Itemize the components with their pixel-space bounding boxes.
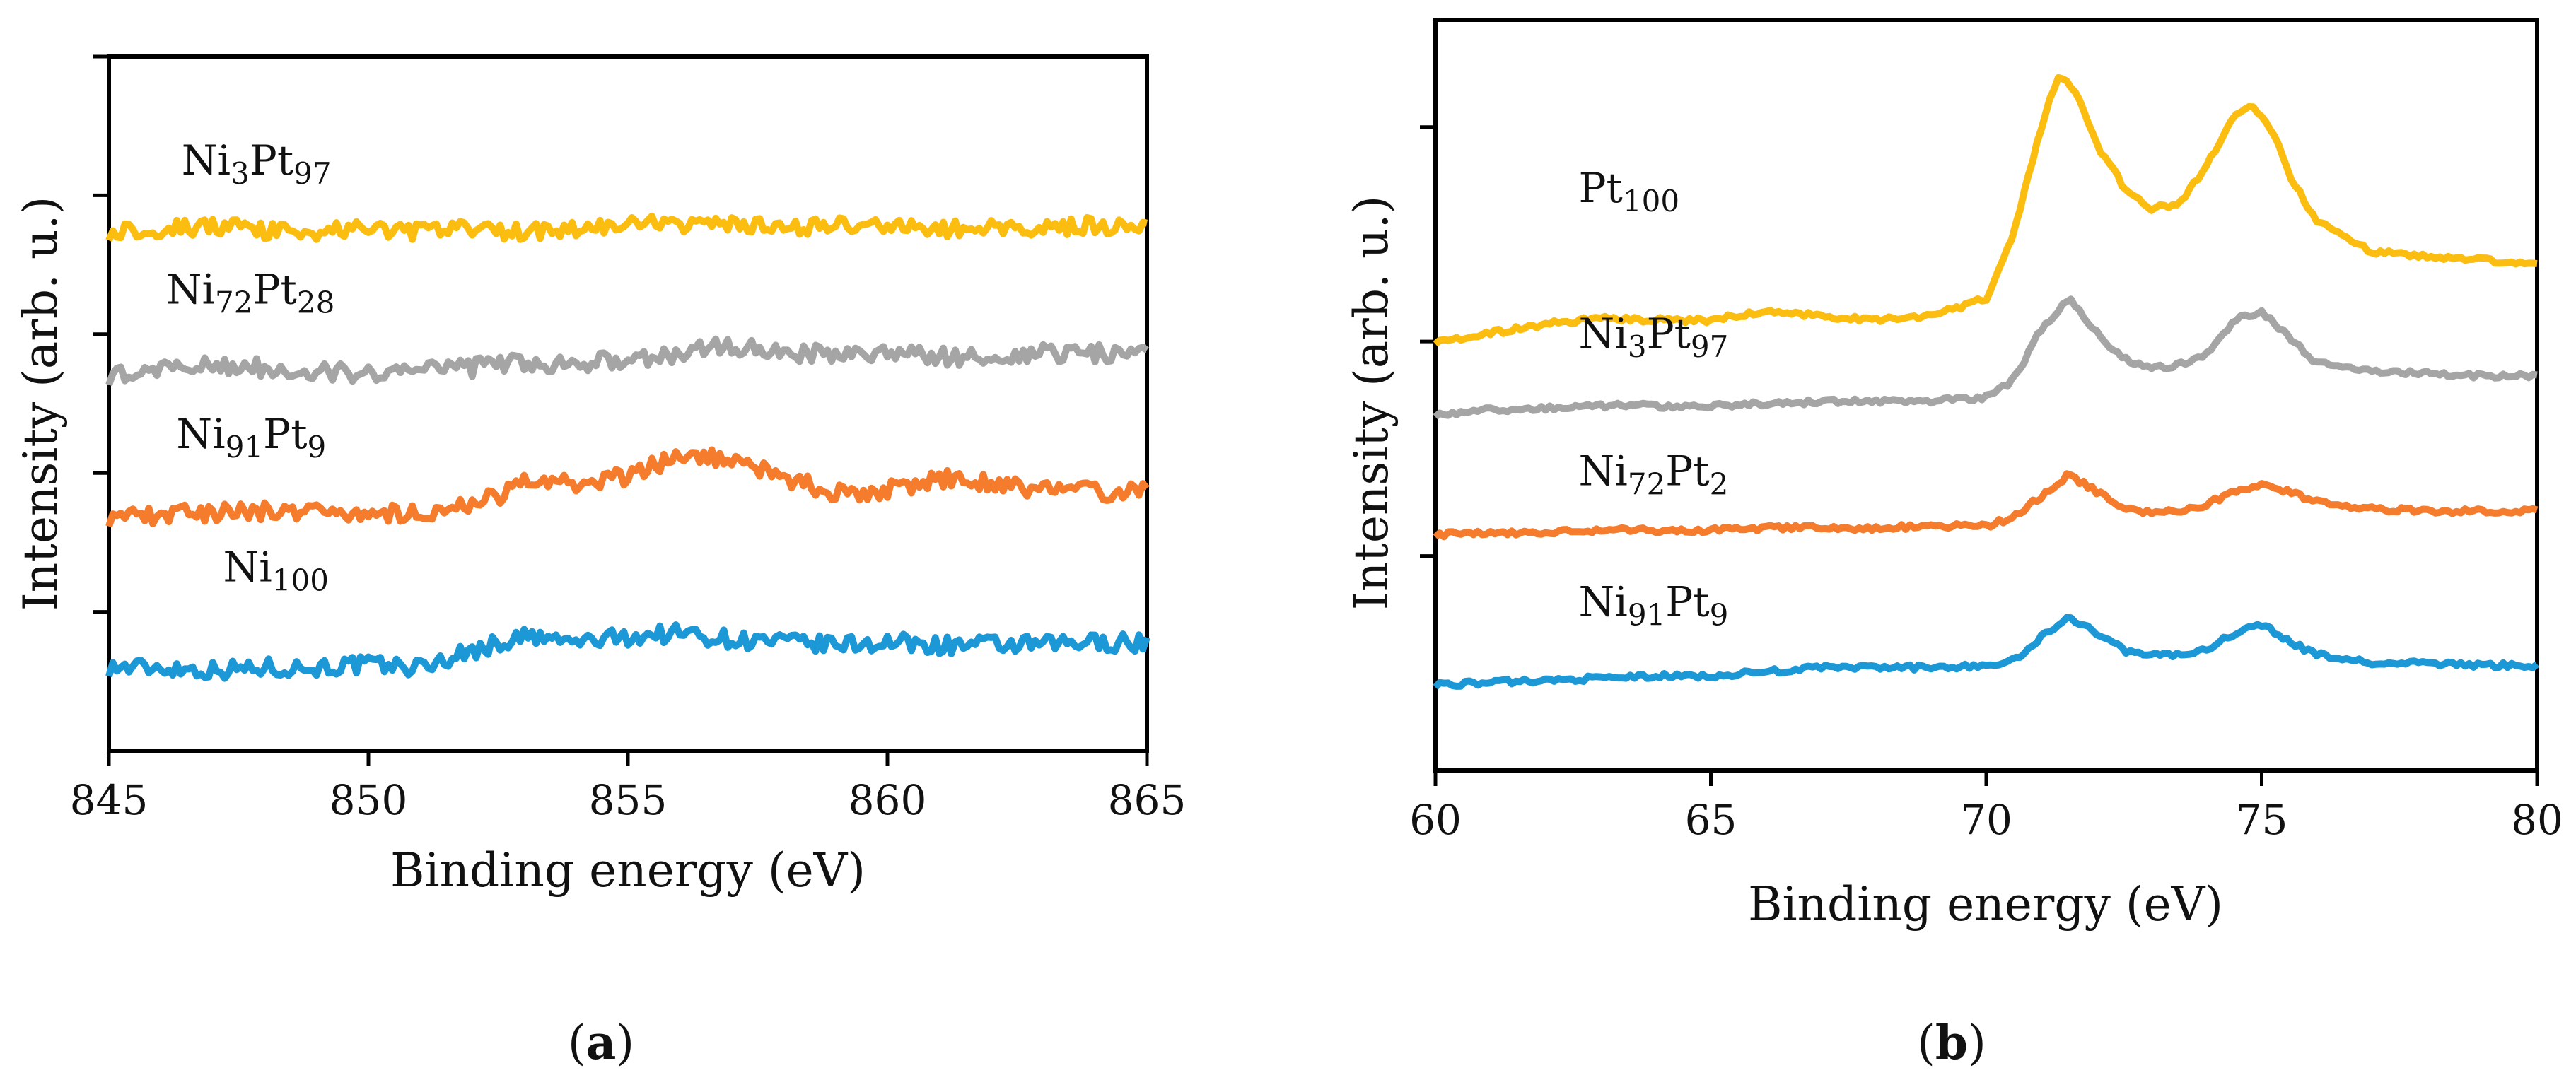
panel-b-series-Ni91Pt9 — [1433, 614, 2540, 690]
panel-b-series-Ni72Pt2 — [1433, 470, 2539, 541]
panel-a-series-Ni3Pt97 — [105, 212, 1148, 243]
panel-b-x-tick-label: 80 — [2511, 796, 2563, 844]
panel-a-label-Ni100: Ni100 — [223, 543, 328, 597]
panel-a-x-tick-label: 865 — [1108, 776, 1187, 824]
panel-a-caption-open: ( — [568, 1016, 586, 1070]
panel-a-x-tick-label: 850 — [330, 776, 408, 824]
panel-a-caption-letter: a — [586, 1015, 617, 1070]
panel-b-x-tick-label: 65 — [1685, 796, 1737, 844]
panel-b-label-Pt100: Pt100 — [1579, 164, 1680, 218]
panel-a-x-axis-title: Binding energy (eV) — [390, 843, 866, 898]
panel-b-caption: (b) — [1917, 1015, 1986, 1070]
panel-b-chart: 60 65 70 75 80 Ni91Pt9 Ni72Pt2 Ni3Pt97 Pt100 Bi… — [1344, 18, 2563, 1070]
panel-a-label-Ni72Pt28: Ni72Pt28 — [166, 266, 335, 320]
panel-b-x-tick-label: 70 — [1960, 796, 2012, 844]
panel-b-x-axis-title: Binding energy (eV) — [1748, 877, 2223, 932]
panel-b-series-Pt100 — [1433, 74, 2538, 347]
panel-a-caption: (a) — [568, 1015, 634, 1070]
panel-a-chart: 845 850 855 860 865 Ni100 Ni91Pt9 Ni72Pt28 Ni3P… — [13, 54, 1187, 1070]
panel-b-label-Ni91Pt9: Ni91Pt9 — [1579, 578, 1729, 633]
panel-a-series-Ni91Pt9 — [105, 446, 1150, 528]
panel-b-x-tick-label: 75 — [2236, 796, 2288, 844]
panel-a-x-tick-label: 860 — [849, 776, 927, 824]
panel-a-series-Ni72Pt28 — [105, 335, 1149, 387]
panel-b-caption-open: ( — [1917, 1016, 1935, 1070]
panel-a-caption-close: ) — [616, 1016, 634, 1070]
panel-a-series-Ni100 — [105, 621, 1150, 682]
panel-b-label-Ni72Pt2: Ni72Pt2 — [1579, 447, 1729, 501]
panel-b-y-axis-title: Intensity (arb. u.) — [1344, 196, 1399, 611]
panel-b-label-Ni3Pt97: Ni3Pt97 — [1579, 310, 1729, 364]
panel-a-x-tick-label: 845 — [70, 776, 148, 824]
panel-a-x-tick-label: 855 — [589, 776, 668, 824]
panel-a-label-Ni3Pt97: Ni3Pt97 — [182, 136, 332, 191]
panel-b-caption-close: ) — [1968, 1016, 1986, 1070]
panel-b-series-Ni3Pt97 — [1433, 295, 2538, 420]
panel-a-label-Ni91Pt9: Ni91Pt9 — [176, 410, 326, 464]
panel-b-caption-letter: b — [1935, 1015, 1968, 1070]
panel-a-y-axis-title: Intensity (arb. u.) — [13, 196, 68, 611]
panel-b-x-tick-label: 60 — [1409, 796, 1462, 844]
